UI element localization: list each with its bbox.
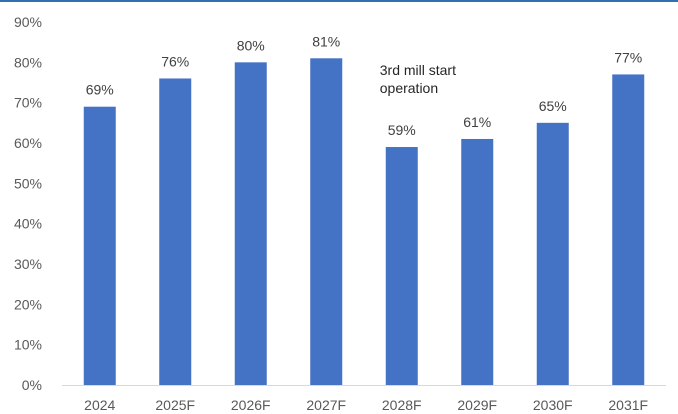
data-labels: 69% 76% 80% 81% 59% 61% 65% 77% (86, 33, 643, 138)
top-accent-rule (0, 0, 678, 2)
data-label-2030F: 65% (539, 98, 567, 114)
x-tick-label-2024: 2024 (84, 397, 115, 413)
annotation-line-2: operation (380, 80, 438, 96)
annotation-line-1: 3rd mill start (380, 62, 456, 78)
y-axis-tick-labels: 0% 10% 20% 30% 40% 50% 60% 70% 80% 90% (14, 14, 42, 393)
y-tick-label: 50% (14, 175, 42, 191)
y-tick-label: 40% (14, 216, 42, 232)
x-tick-label-2031F: 2031F (608, 397, 648, 413)
y-tick-label: 60% (14, 135, 42, 151)
bar-2027F (310, 58, 343, 386)
y-tick-label: 20% (14, 296, 42, 312)
bar-2026F (234, 62, 267, 385)
y-tick-label: 90% (14, 14, 42, 30)
x-tick-label-2027F: 2027F (306, 397, 346, 413)
data-label-2029F: 61% (463, 114, 491, 130)
x-tick-label-2029F: 2029F (457, 397, 497, 413)
data-label-2024: 69% (86, 82, 114, 98)
data-label-2031F: 77% (614, 49, 642, 65)
x-tick-label-2026F: 2026F (231, 397, 271, 413)
data-label-2027F: 81% (312, 33, 340, 49)
x-tick-label-2025F: 2025F (155, 397, 195, 413)
bar-2024 (83, 106, 116, 385)
y-tick-label: 80% (14, 54, 42, 70)
data-label-2025F: 76% (161, 53, 189, 69)
bar-2029F (461, 138, 494, 385)
bar-2031F (612, 74, 645, 385)
y-tick-label: 30% (14, 256, 42, 272)
bar-2030F (536, 122, 569, 385)
data-label-2026F: 80% (237, 37, 265, 53)
x-tick-label-2030F: 2030F (533, 397, 573, 413)
bar-2028F (385, 147, 418, 385)
data-label-2028F: 59% (388, 122, 416, 138)
y-tick-label: 70% (14, 95, 42, 111)
y-tick-label: 0% (22, 377, 42, 393)
x-axis-tick-labels: 2024 2025F 2026F 2027F 2028F 2029F 2030F 2031F (84, 397, 648, 413)
bar-2025F (159, 78, 192, 385)
y-tick-label: 10% (14, 337, 42, 353)
annotation-text: 3rd mill start operation (380, 62, 460, 96)
bar-series (83, 58, 645, 386)
x-tick-label-2028F: 2028F (382, 397, 422, 413)
